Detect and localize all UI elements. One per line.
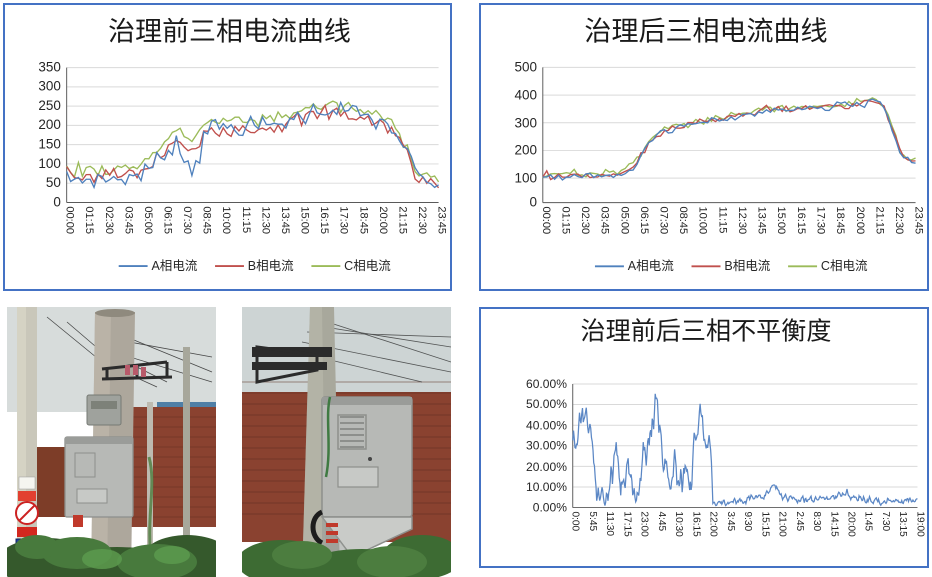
svg-text:100: 100: [38, 156, 60, 171]
svg-text:02:30: 02:30: [579, 206, 591, 234]
svg-text:2:45: 2:45: [794, 511, 805, 531]
svg-text:300: 300: [38, 79, 60, 94]
svg-text:B相电流: B相电流: [724, 259, 770, 273]
svg-text:17:15: 17:15: [621, 511, 632, 537]
svg-text:20.00%: 20.00%: [526, 460, 567, 474]
svg-text:23:45: 23:45: [913, 206, 925, 234]
svg-text:300: 300: [514, 115, 537, 130]
svg-text:00:00: 00:00: [540, 206, 552, 234]
svg-text:22:30: 22:30: [416, 206, 428, 234]
svg-text:C相电流: C相电流: [344, 259, 391, 273]
svg-text:10:00: 10:00: [697, 206, 709, 234]
svg-text:1:45: 1:45: [863, 511, 874, 531]
svg-text:18:45: 18:45: [357, 206, 369, 234]
svg-text:0:00: 0:00: [570, 511, 581, 531]
svg-text:03:45: 03:45: [122, 206, 134, 234]
svg-text:05:00: 05:00: [142, 206, 154, 234]
svg-text:12:30: 12:30: [736, 206, 748, 234]
svg-text:07:30: 07:30: [658, 206, 670, 234]
svg-text:7:30: 7:30: [880, 511, 891, 531]
svg-text:15:15: 15:15: [759, 511, 770, 537]
svg-text:0: 0: [53, 194, 61, 209]
svg-text:03:45: 03:45: [599, 206, 611, 234]
svg-text:0.00%: 0.00%: [533, 500, 567, 514]
svg-text:0: 0: [529, 194, 537, 209]
svg-text:06:15: 06:15: [162, 206, 174, 234]
svg-text:12:30: 12:30: [259, 206, 271, 234]
svg-text:21:15: 21:15: [873, 206, 885, 234]
svg-text:A相电流: A相电流: [151, 259, 197, 273]
svg-text:08:45: 08:45: [677, 206, 689, 234]
svg-text:治理前后三相不平衡度: 治理前后三相不平衡度: [581, 318, 832, 346]
svg-text:16:15: 16:15: [795, 206, 807, 234]
svg-text:14:15: 14:15: [828, 511, 839, 537]
svg-text:40.00%: 40.00%: [526, 418, 567, 432]
svg-text:100: 100: [514, 170, 537, 185]
svg-text:10:00: 10:00: [220, 206, 232, 234]
svg-text:11:15: 11:15: [240, 206, 252, 233]
svg-text:01:15: 01:15: [559, 206, 571, 234]
svg-text:16:15: 16:15: [690, 511, 701, 537]
svg-text:05:00: 05:00: [618, 206, 630, 234]
svg-text:01:15: 01:15: [83, 206, 95, 234]
svg-text:19:00: 19:00: [914, 511, 925, 537]
svg-text:20:00: 20:00: [377, 206, 389, 234]
svg-text:150: 150: [38, 137, 60, 152]
svg-text:07:30: 07:30: [181, 206, 193, 234]
svg-text:13:15: 13:15: [897, 511, 908, 537]
svg-text:08:45: 08:45: [201, 206, 213, 234]
svg-text:13:45: 13:45: [279, 206, 291, 234]
svg-text:350: 350: [38, 59, 60, 74]
svg-text:250: 250: [38, 98, 60, 113]
svg-text:50: 50: [46, 175, 61, 190]
svg-text:13:45: 13:45: [756, 206, 768, 234]
svg-text:20:00: 20:00: [846, 511, 857, 537]
svg-text:3:45: 3:45: [725, 511, 736, 531]
svg-text:22:00: 22:00: [708, 511, 719, 537]
svg-text:60.00%: 60.00%: [526, 377, 567, 391]
svg-text:15:00: 15:00: [775, 206, 787, 234]
svg-text:23:00: 23:00: [639, 511, 650, 537]
svg-text:11:15: 11:15: [716, 206, 728, 233]
svg-text:8:30: 8:30: [811, 511, 822, 531]
svg-text:9:30: 9:30: [742, 511, 753, 531]
svg-text:18:45: 18:45: [834, 206, 846, 234]
svg-text:500: 500: [514, 59, 537, 74]
svg-text:16:15: 16:15: [318, 206, 330, 234]
svg-text:200: 200: [514, 142, 537, 157]
svg-text:4:45: 4:45: [656, 511, 667, 531]
svg-text:治理后三相电流曲线: 治理后三相电流曲线: [584, 16, 827, 46]
svg-text:B相电流: B相电流: [248, 259, 294, 273]
svg-text:200: 200: [38, 117, 60, 132]
svg-text:5:45: 5:45: [587, 511, 598, 531]
svg-text:A相电流: A相电流: [628, 259, 674, 273]
svg-text:400: 400: [514, 87, 537, 102]
svg-text:10:30: 10:30: [673, 511, 684, 537]
svg-text:治理前三相电流曲线: 治理前三相电流曲线: [108, 17, 351, 47]
svg-text:17:30: 17:30: [338, 206, 350, 234]
svg-text:00:00: 00:00: [64, 206, 76, 234]
svg-text:15:00: 15:00: [299, 206, 311, 234]
svg-text:10.00%: 10.00%: [526, 480, 567, 494]
svg-text:21:00: 21:00: [777, 511, 788, 537]
svg-text:23:45: 23:45: [436, 206, 448, 234]
svg-text:17:30: 17:30: [814, 206, 826, 234]
svg-text:C相电流: C相电流: [821, 259, 868, 273]
svg-text:30.00%: 30.00%: [526, 439, 567, 453]
svg-text:20:00: 20:00: [854, 206, 866, 234]
svg-text:50.00%: 50.00%: [526, 397, 567, 411]
svg-text:11:30: 11:30: [604, 511, 615, 536]
svg-text:21:15: 21:15: [396, 206, 408, 234]
svg-text:06:15: 06:15: [638, 206, 650, 234]
svg-text:02:30: 02:30: [103, 206, 115, 234]
svg-text:22:30: 22:30: [893, 206, 905, 234]
